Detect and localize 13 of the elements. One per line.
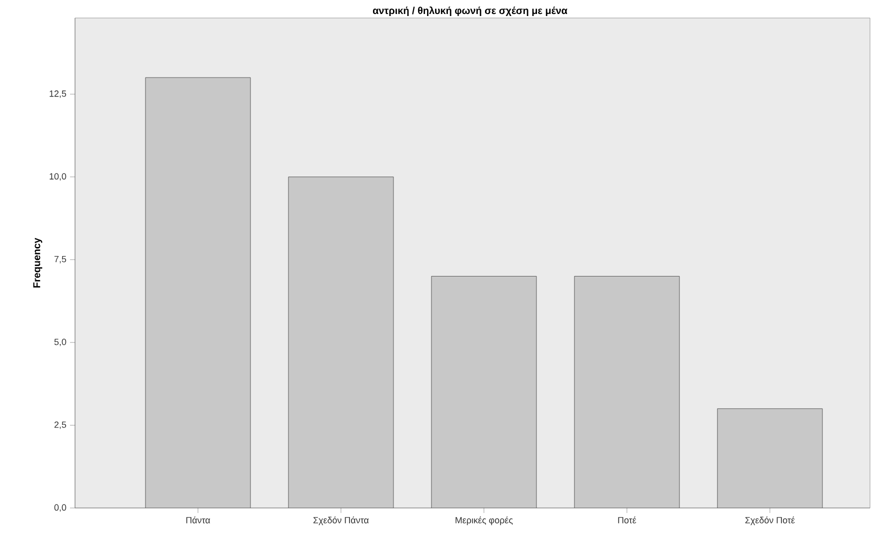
y-axis-title: Frequency bbox=[33, 238, 42, 288]
y-tick-label: 7,5 bbox=[54, 256, 66, 264]
y-tick-label: 0,0 bbox=[54, 504, 66, 512]
chart-title: αντρική / θηλυκή φωνή σε σχέση με μένα bbox=[372, 6, 568, 16]
y-tick-label: 10,0 bbox=[50, 173, 66, 181]
x-tick-label: Ποτέ bbox=[618, 516, 636, 524]
x-tick-label: Σχεδόν Ποτέ bbox=[745, 516, 795, 526]
x-tick-label: Σχεδόν Πάντα bbox=[313, 516, 369, 526]
y-tick-label: 2,5 bbox=[54, 422, 66, 429]
x-tick-label: Πάντα bbox=[186, 516, 210, 524]
x-tick-label: Μερικές φορές bbox=[456, 516, 513, 526]
y-tick-label: 5,0 bbox=[54, 338, 66, 346]
y-tick-label: 12,5 bbox=[50, 90, 66, 98]
